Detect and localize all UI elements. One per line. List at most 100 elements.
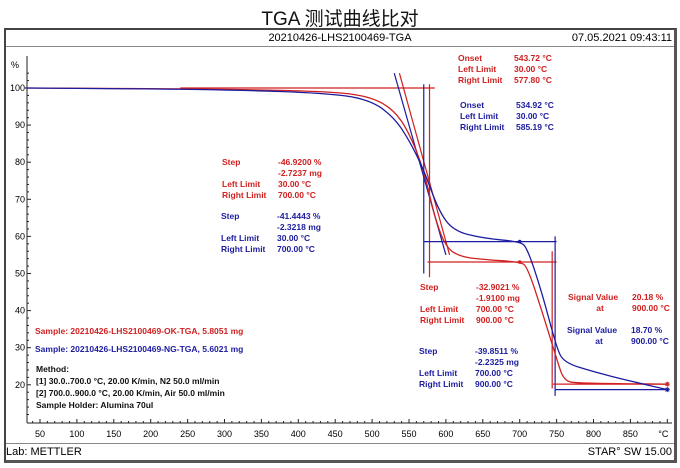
annotation-value: 900.00 °C xyxy=(631,336,669,346)
end-marker xyxy=(664,387,670,393)
annotation-row: Onset 543.72 °C xyxy=(458,53,552,64)
annotation-key: Right Limit xyxy=(420,315,465,325)
x-tick-label: 450 xyxy=(328,429,343,439)
annotation-key: Left Limit xyxy=(458,64,497,74)
annotation-value: -2.2325 mg xyxy=(475,357,519,367)
annotation-value: 534.92 °C xyxy=(516,100,554,110)
x-tick-label: 100 xyxy=(69,429,84,439)
chart-footer: Lab: METTLER STAR° SW 15.00 xyxy=(6,443,674,460)
annotation-row: Onset 534.92 °C xyxy=(460,100,554,111)
annotation-key: Step xyxy=(222,157,241,167)
software-label: STAR° SW 15.00 xyxy=(587,446,672,458)
legend-ng-sample: Sample: 20210426-LHS2100469-NG-TGA, 5.60… xyxy=(35,344,244,354)
annotation-value: 700.00 °C xyxy=(475,368,513,378)
chart-frame: 20210426-LHS2100469-TGA 07.05.2021 09:43… xyxy=(4,28,677,463)
method-block: Method: [1] 30.0..700.0 °C, 20.00 K/min,… xyxy=(36,363,225,411)
x-axis-unit: °C xyxy=(658,429,669,439)
annotation-key: at xyxy=(595,336,603,346)
annotation-key: Step xyxy=(221,211,240,221)
annotation-value: 30.00 °C xyxy=(516,111,550,121)
annotation-value: 543.72 °C xyxy=(514,53,552,63)
datetime: 07.05.2021 09:43:11 xyxy=(571,32,672,44)
annotation-key: Right Limit xyxy=(221,244,266,254)
x-tick-label: 550 xyxy=(401,429,416,439)
annotation-row: at 900.00 °C xyxy=(567,336,669,347)
y-tick-label: 50 xyxy=(15,269,25,279)
ok-signal-annotation: Signal Value 20.18 % at 900.00 °C xyxy=(568,292,670,314)
annotation-row: Right Limit 577.80 °C xyxy=(458,75,552,86)
annotation-row: Left Limit 30.00 °C xyxy=(458,64,552,75)
annotation-key: Left Limit xyxy=(460,111,499,121)
method-line: [2] 700.0..900.0 °C, 20.00 K/min, Air 50… xyxy=(36,388,225,398)
annotation-key: Signal Value xyxy=(567,325,618,335)
annotation-value: 18.70 % xyxy=(631,325,663,335)
annotation-row: -1.9100 mg xyxy=(420,293,520,304)
legend-ok-sample: Sample: 20210426-LHS2100469-OK-TGA, 5.80… xyxy=(35,326,244,336)
x-tick-label: 750 xyxy=(549,429,564,439)
end-marker xyxy=(664,381,670,387)
step-marker xyxy=(517,260,522,264)
annotation-row: Left Limit 700.00 °C xyxy=(420,304,520,315)
x-tick-label: 800 xyxy=(586,429,601,439)
x-tick-label: 500 xyxy=(365,429,380,439)
annotation-row: at 900.00 °C xyxy=(568,303,670,314)
annotation-value: -32.9021 % xyxy=(476,282,520,292)
annotation-key: Right Limit xyxy=(458,75,503,85)
annotation-value: 900.00 °C xyxy=(476,315,514,325)
annotation-value: -2.3218 mg xyxy=(277,222,321,232)
annotation-value: 577.80 °C xyxy=(514,75,552,85)
x-tick-label: 350 xyxy=(254,429,269,439)
page-title: TGA 测试曲线比对 xyxy=(261,9,419,30)
method-line: [1] 30.0..700.0 °C, 20.00 K/min, N2 50.0… xyxy=(36,376,220,386)
annotation-row: -2.7237 mg xyxy=(222,168,322,179)
annotation-key: Signal Value xyxy=(568,292,619,302)
y-tick-label: 90 xyxy=(15,120,25,130)
annotation-key: Right Limit xyxy=(419,379,464,389)
x-tick-label: 300 xyxy=(217,429,232,439)
annotation-value: 900.00 °C xyxy=(632,303,670,313)
annotation-row: Right Limit 700.00 °C xyxy=(222,190,322,201)
annotation-row: Left Limit 30.00 °C xyxy=(460,111,554,122)
x-tick-label: 50 xyxy=(35,429,45,439)
annotation-key: Onset xyxy=(460,100,485,110)
annotation-key: Right Limit xyxy=(222,190,267,200)
y-tick-label: 70 xyxy=(15,194,25,204)
ok-tangent xyxy=(398,73,451,256)
method-title: Method: xyxy=(36,364,70,374)
annotation-row: -2.2325 mg xyxy=(419,357,519,368)
annotation-row: Right Limit 900.00 °C xyxy=(420,315,520,326)
annotation-value: -2.7237 mg xyxy=(278,168,322,178)
annotation-value: -41.4443 % xyxy=(277,211,321,221)
x-tick-label: 600 xyxy=(438,429,453,439)
annotation-row: Signal Value 20.18 % xyxy=(568,292,670,303)
annotation-row: Step -41.4443 % xyxy=(221,211,321,222)
annotation-row: Step -46.9200 % xyxy=(222,157,322,168)
annotation-row: Signal Value 18.70 % xyxy=(567,325,669,336)
annotation-row: Right Limit 700.00 °C xyxy=(221,244,321,255)
annotation-key: Step xyxy=(419,346,438,356)
annotation-key: Left Limit xyxy=(222,179,261,189)
x-tick-label: 150 xyxy=(106,429,121,439)
x-tick-label: 200 xyxy=(143,429,158,439)
ok-onset-annotation: Onset 543.72 °C Left Limit 30.00 °C Right Li… xyxy=(458,53,552,86)
annotation-value: 30.00 °C xyxy=(514,64,548,74)
annotation-row: Step -32.9021 % xyxy=(420,282,520,293)
ng-onset-annotation: Onset 534.92 °C Left Limit 30.00 °C Right Li… xyxy=(460,100,554,133)
x-tick-label: 400 xyxy=(291,429,306,439)
annotation-value: 700.00 °C xyxy=(277,244,315,254)
annotation-key: Left Limit xyxy=(420,304,459,314)
ng-step1-annotation: Step -41.4443 % -2.3218 mg Left Limit 30.00 … xyxy=(221,211,321,255)
ng-signal-annotation: Signal Value 18.70 % at 900.00 °C xyxy=(567,325,669,347)
annotation-row: -2.3218 mg xyxy=(221,222,321,233)
annotation-row: Left Limit 30.00 °C xyxy=(222,179,322,190)
annotation-row: Left Limit 30.00 °C xyxy=(221,233,321,244)
step-marker xyxy=(517,239,522,244)
annotation-value: 30.00 °C xyxy=(278,179,312,189)
x-tick-label: 850 xyxy=(623,429,638,439)
annotation-value: 700.00 °C xyxy=(476,304,514,314)
y-tick-label: 20 xyxy=(15,380,25,390)
annotation-row: Right Limit 585.19 °C xyxy=(460,122,554,133)
ng-curve xyxy=(25,87,668,391)
annotation-key: Right Limit xyxy=(460,122,505,132)
annotation-value: -1.9100 mg xyxy=(476,293,520,303)
